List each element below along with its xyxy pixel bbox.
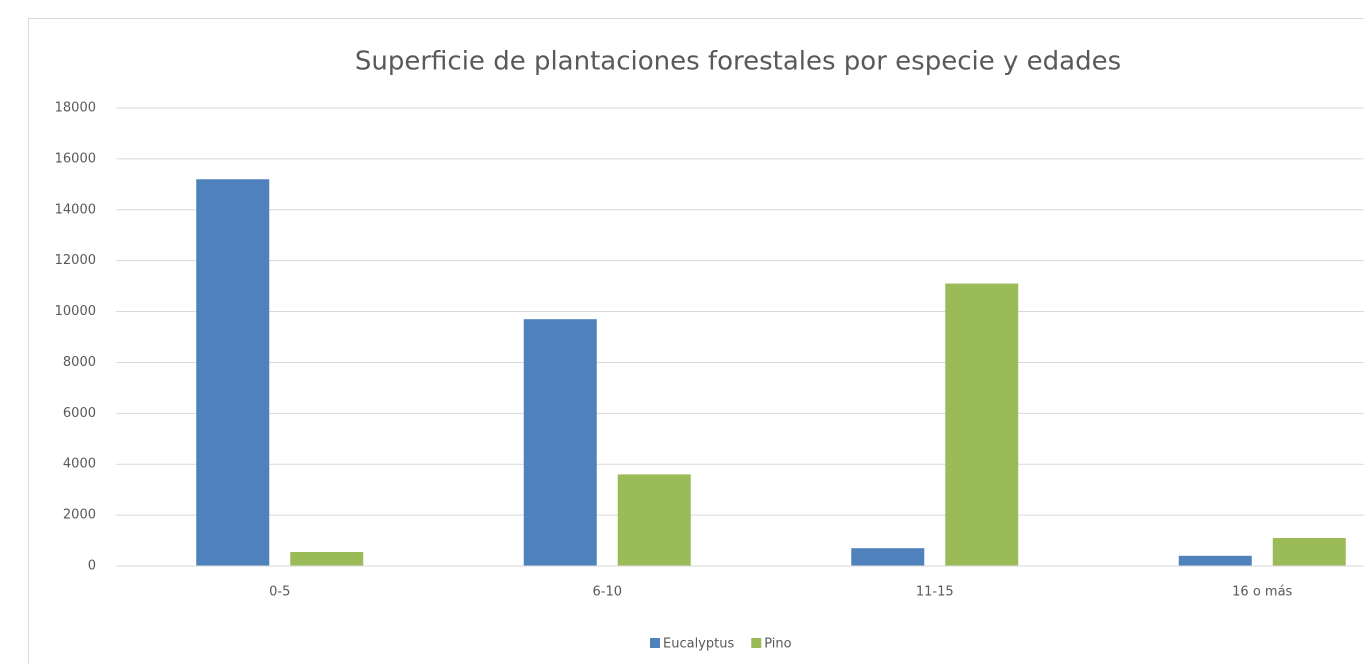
y-tick-label: 8000 [63,355,96,370]
y-tick-label: 10000 [55,304,96,319]
legend-label: Eucalyptus [663,637,734,652]
x-tick-label: 16 o más [1232,585,1292,600]
y-tick-label: 2000 [63,508,96,523]
y-tick-label: 0 [88,559,96,574]
bar [523,319,597,566]
legend-swatch [751,638,762,648]
bar [1178,555,1252,566]
y-tick-label: 12000 [55,253,96,268]
bar [196,179,270,566]
x-tick-label: 11-15 [916,585,954,600]
legend-swatch [650,638,660,648]
x-tick-label: 6-10 [592,585,622,600]
bar [290,552,364,566]
bar [617,474,691,566]
bar [945,283,1019,566]
y-tick-label: 6000 [63,406,96,421]
x-tick-label: 0-5 [269,585,290,600]
bar [851,548,925,566]
chart-title: Superficie de plantaciones forestales po… [355,47,1121,77]
y-tick-label: 14000 [55,202,96,217]
y-tick-label: 4000 [63,457,96,472]
bar [1272,538,1346,566]
y-tick-label: 18000 [55,101,96,116]
y-tick-label: 16000 [55,151,96,166]
legend-label: Pino [764,637,791,652]
